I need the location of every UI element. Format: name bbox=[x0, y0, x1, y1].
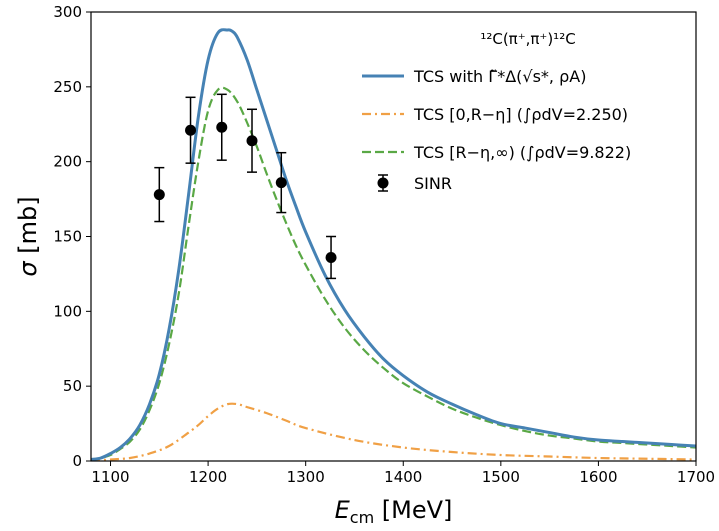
legend-label-2: TCS [R−η,∞) (∫ρdV=9.822) bbox=[413, 143, 631, 162]
x-tick-label: 1600 bbox=[579, 468, 617, 486]
y-tick-label: 200 bbox=[53, 153, 82, 171]
x-tick-label: 1300 bbox=[287, 468, 325, 486]
x-tick-label: 1200 bbox=[189, 468, 227, 486]
y-tick-label: 250 bbox=[53, 78, 82, 96]
legend-label-0: TCS with Γ̃*Δ(√s*, ρA) bbox=[413, 67, 586, 86]
data-point bbox=[185, 96, 197, 164]
points-layer bbox=[153, 93, 337, 280]
legend-label-scatter: SINR bbox=[414, 174, 452, 193]
x-axis-label-main: E bbox=[335, 496, 351, 524]
data-point bbox=[246, 108, 258, 173]
series-line-2 bbox=[91, 86, 696, 461]
legend-items: TCS with Γ̃*Δ(√s*, ρA) TCS [0,R−η] (∫ρdV=… bbox=[362, 67, 631, 193]
y-tick-label: 50 bbox=[63, 377, 82, 395]
data-marker bbox=[185, 124, 197, 136]
data-point bbox=[153, 166, 165, 223]
ticks-layer: 1100 1200 1300 1400 1500 1600 1700 0 50 100 150 200… bbox=[53, 3, 715, 486]
y-tick-label: 150 bbox=[53, 228, 82, 246]
legend-swatch-scatter bbox=[377, 174, 389, 192]
y-axis-label-main: σ bbox=[14, 261, 42, 277]
data-point bbox=[275, 151, 287, 214]
data-marker bbox=[246, 135, 258, 147]
legend-label-1: TCS [0,R−η] (∫ρdV=2.250) bbox=[413, 105, 628, 124]
data-marker bbox=[216, 121, 228, 133]
x-axis-label-sub: cm bbox=[350, 508, 374, 527]
y-axis-label-unit: [mb] bbox=[14, 196, 42, 261]
y-axis-label: σ [mb] bbox=[14, 196, 42, 276]
x-tick-label: 1500 bbox=[482, 468, 520, 486]
series-layer bbox=[91, 28, 696, 461]
y-tick-label: 300 bbox=[53, 3, 82, 21]
x-axis-label: Ecm [MeV] bbox=[335, 496, 453, 527]
x-tick-label: 1400 bbox=[384, 468, 422, 486]
y-tick-label: 0 bbox=[72, 452, 82, 470]
data-point bbox=[216, 93, 228, 161]
data-marker bbox=[275, 177, 287, 189]
legend-title: ¹²C(π⁺,π⁺)¹²C bbox=[480, 30, 575, 48]
series-line-0 bbox=[91, 28, 696, 461]
legend: ¹²C(π⁺,π⁺)¹²C TCS with Γ̃*Δ(√s*, ρA)TCS … bbox=[362, 30, 631, 193]
x-tick-label: 1100 bbox=[91, 468, 129, 486]
data-point bbox=[325, 235, 337, 280]
x-tick-label: 1700 bbox=[677, 468, 715, 486]
data-marker bbox=[325, 251, 337, 263]
x-axis-label-unit: [MeV] bbox=[374, 496, 452, 524]
series-line-1 bbox=[91, 402, 696, 461]
y-tick-label: 100 bbox=[53, 302, 82, 320]
data-marker bbox=[153, 189, 165, 201]
